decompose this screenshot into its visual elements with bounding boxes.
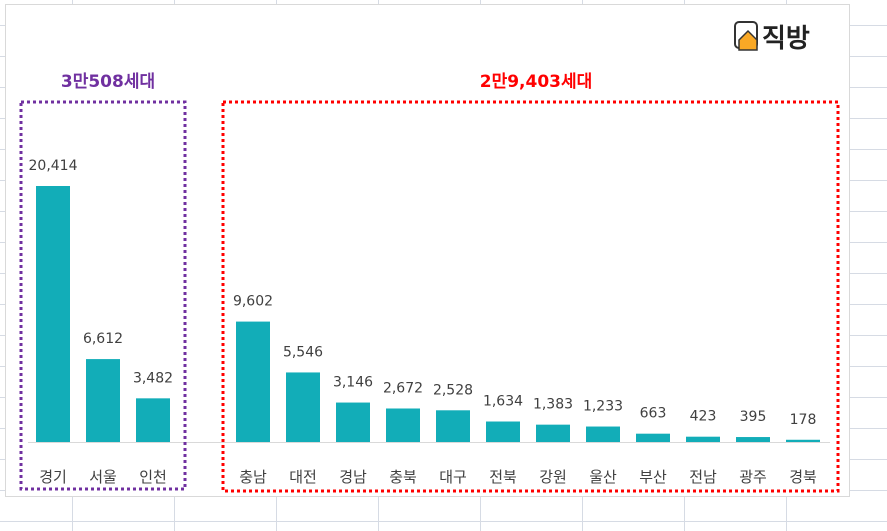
bar-2 <box>136 398 170 442</box>
category-label: 전남 <box>689 468 717 486</box>
data-label: 20,414 <box>29 158 78 174</box>
category-label: 경기 <box>39 468 67 486</box>
category-label: 대구 <box>439 468 467 486</box>
category-label: 광주 <box>739 468 767 486</box>
bar-8 <box>486 421 520 442</box>
category-label: 울산 <box>589 468 617 486</box>
bar-14 <box>786 439 820 442</box>
bar-13 <box>736 437 770 442</box>
data-label: 178 <box>790 412 817 428</box>
category-label: 대전 <box>289 468 317 486</box>
data-label: 663 <box>640 406 667 422</box>
bar-4 <box>286 372 320 442</box>
category-label: 전북 <box>489 468 517 486</box>
logo-text: 직방 <box>762 24 810 54</box>
data-label: 423 <box>690 409 717 425</box>
group-box-1 <box>221 100 840 493</box>
data-label: 9,602 <box>233 294 273 310</box>
data-label: 1,233 <box>583 399 623 415</box>
category-label: 충북 <box>389 468 417 486</box>
bar-1 <box>86 359 120 442</box>
bar-6 <box>386 408 420 442</box>
bar-10 <box>586 426 620 442</box>
category-label: 강원 <box>539 468 567 486</box>
group-box-0 <box>19 100 187 491</box>
data-label: 2,528 <box>433 382 473 398</box>
data-label: 3,482 <box>133 370 173 386</box>
data-label: 5,546 <box>283 344 323 360</box>
data-label: 2,672 <box>383 380 423 396</box>
bar-5 <box>336 402 370 442</box>
bar-9 <box>536 424 570 442</box>
category-label: 경북 <box>789 468 817 486</box>
bar-3 <box>236 321 270 442</box>
bar-12 <box>686 436 720 442</box>
zigbang-logo: 직방 <box>734 21 810 54</box>
category-label: 인천 <box>139 468 167 486</box>
data-label: 1,634 <box>483 394 523 410</box>
data-label: 1,383 <box>533 397 573 413</box>
bar-7 <box>436 410 470 442</box>
data-label: 395 <box>740 409 767 425</box>
logo-house-icon <box>738 29 758 51</box>
group-label: 2만9,403세대 <box>480 72 593 92</box>
group-label: 3만508세대 <box>61 72 155 92</box>
category-label: 경남 <box>339 468 367 486</box>
bar-11 <box>636 433 670 442</box>
category-label: 부산 <box>639 468 667 486</box>
data-label: 6,612 <box>83 331 123 347</box>
bar-0 <box>36 186 70 442</box>
category-label: 충남 <box>239 468 267 486</box>
category-label: 서울 <box>89 468 117 486</box>
data-label: 3,146 <box>333 375 373 391</box>
